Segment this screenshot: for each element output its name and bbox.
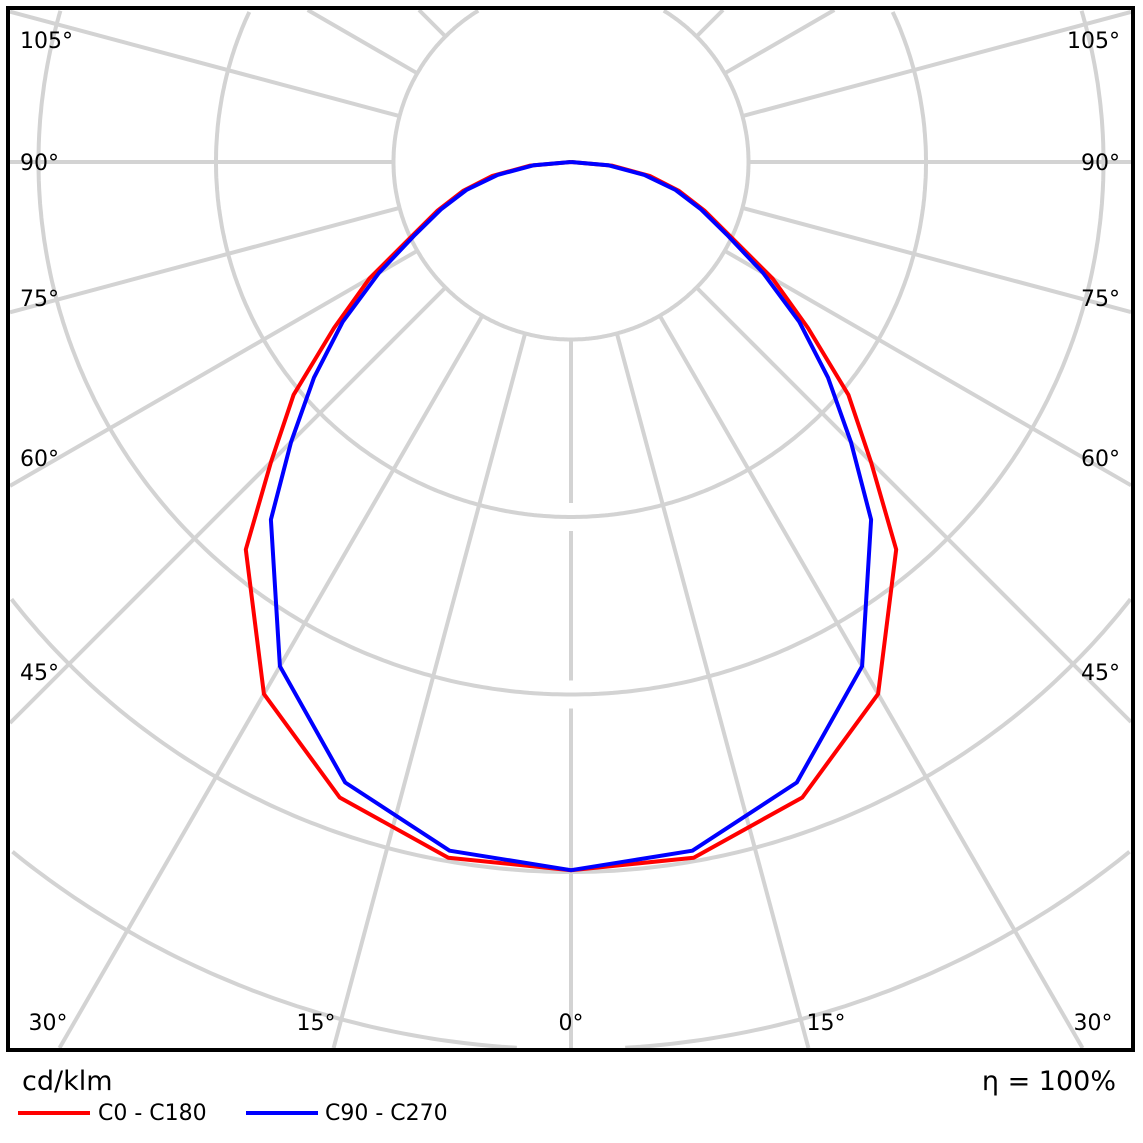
polar-grid (8, 8, 1133, 1050)
grid-spoke (417, 8, 447, 38)
angle-label-bottom-30-left: 30° (29, 1011, 68, 1036)
angle-labels: 105° 90° 75° 60° 45° 105° 90° 75° 60° 45… (20, 29, 1120, 1036)
grid-ring (1079, 10, 1106, 162)
efficiency-label: η = 100% (981, 1066, 1116, 1097)
grid-spoke (9, 9, 401, 119)
grid-spoke (9, 249, 419, 488)
intensity-curves (243, 160, 899, 873)
chart-frame (6, 6, 1135, 1052)
angle-label-right-75: 75° (1081, 287, 1120, 312)
angle-label-left-45: 45° (20, 661, 59, 686)
unit-label: cd/klm (22, 1066, 113, 1097)
grid-spoke (723, 249, 1132, 488)
grid-ring (11, 850, 517, 1050)
grid-spoke (741, 205, 1132, 315)
grid-spoke (741, 9, 1132, 119)
grid-spoke (9, 205, 401, 315)
grid-spoke (8, 286, 447, 725)
grid-spoke (306, 8, 419, 76)
angle-label-right-60: 60° (1081, 447, 1120, 472)
angle-label-left-90: 90° (20, 151, 59, 176)
legend-label-c0-c180: C0 - C180 (98, 1101, 207, 1126)
series-curve-c90-c270 (268, 160, 874, 873)
angle-label-right-90: 90° (1081, 151, 1120, 176)
angle-label-left-75: 75° (20, 287, 59, 312)
angle-label-bottom-15-left: 15° (297, 1011, 336, 1036)
grid-spoke (695, 286, 1133, 724)
grid-spoke (723, 8, 836, 76)
grid-ring (214, 11, 928, 519)
grid-spoke (57, 314, 485, 1050)
grid-spoke (695, 8, 725, 38)
legend-label-c90-c270: C90 - C270 (325, 1101, 448, 1126)
grid-ring (625, 850, 1131, 1050)
grid-ring (662, 8, 751, 162)
angle-label-right-45: 45° (1081, 661, 1120, 686)
grid-ring (391, 8, 751, 342)
grid-ring (36, 10, 1106, 697)
angle-label-right-105: 105° (1067, 29, 1120, 54)
angle-label-bottom-0: 0° (559, 1011, 584, 1036)
angle-label-bottom-15-right: 15° (807, 1011, 846, 1036)
grid-spoke (331, 332, 528, 1049)
angle-label-bottom-30-right: 30° (1074, 1011, 1113, 1036)
angle-label-left-60: 60° (20, 447, 59, 472)
grid-spoke (614, 332, 811, 1049)
grid-ring (890, 11, 928, 162)
angle-label-left-105: 105° (20, 29, 73, 54)
grid-spoke (658, 314, 1085, 1049)
